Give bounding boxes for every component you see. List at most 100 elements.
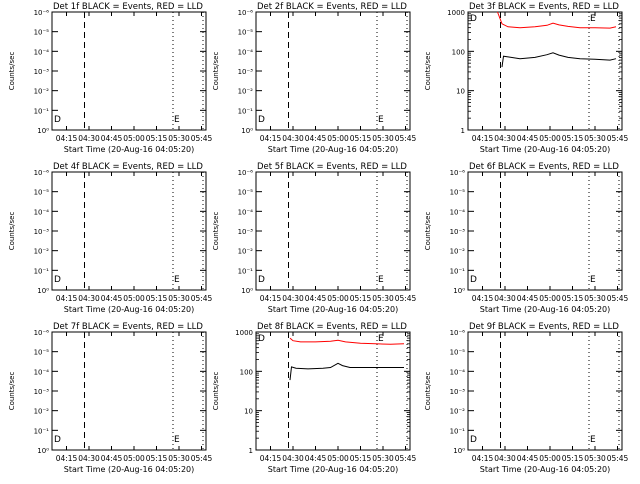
panel-det-5: Det 5f BLACK = Events, RED = LLD Counts/s… — [212, 162, 417, 314]
y-tick-label: 10⁻¹ — [450, 267, 466, 275]
panel-det-8: Det 8f BLACK = Events, RED = LLD Counts/s… — [212, 322, 417, 474]
y-tick-label: 10⁻⁶ — [34, 9, 50, 17]
y-tick-label: 10⁻³ — [34, 68, 50, 76]
panel-det-1: Det 1f BLACK = Events, RED = LLD Counts/s… — [8, 2, 213, 154]
y-tick-label: 10⁻¹ — [238, 267, 254, 275]
panel-title: Det 7f BLACK = Events, RED = LLD — [53, 322, 203, 332]
x-tick-label: 05:30 — [584, 454, 606, 463]
panel-title: Det 2f BLACK = Events, RED = LLD — [257, 2, 407, 12]
x-tick-label: 05:15 — [350, 294, 372, 303]
x-tick-label: 05:00 — [123, 454, 145, 463]
y-tick-label: 10⁻⁴ — [34, 368, 50, 376]
plot-frame — [255, 331, 411, 451]
y-tick-label: 10⁻¹ — [238, 107, 254, 115]
marker-e-label: E — [174, 275, 180, 285]
panel-det-7: Det 7f BLACK = Events, RED = LLD Counts/s… — [8, 322, 213, 474]
y-tick-label: 100 — [452, 48, 465, 56]
y-tick-label: 10⁻⁵ — [34, 189, 50, 197]
marker-d-label: D — [258, 275, 265, 285]
x-tick-label: 05:15 — [146, 134, 168, 143]
x-axis-label: Start Time (20-Aug-16 04:05:20) — [64, 465, 195, 474]
marker-d-label: D — [470, 435, 477, 445]
x-tick-label: 04:30 — [282, 294, 304, 303]
y-tick-label: 10⁻⁶ — [450, 329, 466, 337]
y-tick-label: 10⁻³ — [238, 68, 254, 76]
y-tick-label: 10⁻³ — [450, 388, 466, 396]
marker-e-label: E — [174, 115, 180, 125]
plot-frame — [467, 331, 623, 451]
x-tick-label: 04:15 — [472, 134, 494, 143]
y-tick-label: 10⁻⁶ — [34, 329, 50, 337]
y-tick-label: 10⁻⁶ — [450, 169, 466, 177]
y-tick-label: 10⁻² — [34, 88, 50, 96]
x-tick-label: 05:30 — [168, 134, 190, 143]
panel-det-3: Det 3f BLACK = Events, RED = LLD Counts/s… — [424, 2, 629, 154]
y-tick-label: 1 — [461, 127, 465, 135]
y-tick-label: 10⁰ — [241, 287, 253, 295]
y-tick-label: 10⁻¹ — [450, 427, 466, 435]
panel-det-9: Det 9f BLACK = Events, RED = LLD Counts/s… — [424, 322, 629, 474]
panel-title: Det 1f BLACK = Events, RED = LLD — [53, 2, 203, 12]
panel-title: Det 4f BLACK = Events, RED = LLD — [53, 162, 203, 172]
series-line-events — [289, 362, 404, 381]
y-tick-label: 1000 — [447, 9, 465, 17]
marker-e-label: E — [378, 275, 384, 285]
y-tick-label: 10⁻³ — [34, 228, 50, 236]
plot-frame — [467, 171, 623, 291]
y-tick-label: 10⁻⁴ — [238, 48, 254, 56]
y-tick-label: 10⁻⁴ — [450, 368, 466, 376]
x-tick-label: 04:15 — [260, 134, 282, 143]
x-tick-label: 04:15 — [56, 454, 78, 463]
y-tick-label: 10⁻⁴ — [34, 48, 50, 56]
x-tick-label: 05:15 — [350, 134, 372, 143]
marker-d-label: D — [470, 275, 477, 285]
x-tick-label: 05:00 — [539, 454, 561, 463]
x-tick-label: 05:00 — [327, 294, 349, 303]
x-tick-label: 05:00 — [539, 294, 561, 303]
y-axis-label: Counts/sec — [424, 372, 432, 411]
series-line-events — [501, 52, 617, 68]
x-tick-label: 05:00 — [327, 134, 349, 143]
y-tick-label: 10⁻⁶ — [238, 9, 254, 17]
marker-d-label: D — [258, 334, 265, 344]
series-line-lld — [497, 11, 617, 29]
y-tick-label: 10⁻⁵ — [238, 189, 254, 197]
y-tick-label: 10⁻⁵ — [34, 29, 50, 37]
x-tick-label: 05:45 — [191, 454, 213, 463]
x-tick-label: 04:30 — [78, 454, 100, 463]
marker-e-label: E — [174, 435, 180, 445]
x-tick-label: 04:45 — [517, 134, 539, 143]
marker-d-label: D — [54, 115, 61, 125]
panel-det-4: Det 4f BLACK = Events, RED = LLD Counts/s… — [8, 162, 213, 314]
x-axis-label: Start Time (20-Aug-16 04:05:20) — [480, 305, 611, 314]
x-axis-label: Start Time (20-Aug-16 04:05:20) — [480, 145, 611, 154]
plot-frame — [255, 11, 411, 131]
x-tick-label: 04:30 — [494, 294, 516, 303]
marker-e-label: E — [378, 334, 384, 344]
x-tick-label: 05:45 — [191, 134, 213, 143]
y-tick-label: 10⁰ — [37, 127, 49, 135]
x-tick-label: 05:45 — [191, 294, 213, 303]
y-tick-label: 10⁻⁴ — [238, 208, 254, 216]
x-tick-label: 04:15 — [56, 294, 78, 303]
x-tick-label: 04:30 — [282, 134, 304, 143]
x-tick-label: 05:45 — [395, 134, 417, 143]
x-tick-label: 04:30 — [78, 134, 100, 143]
x-tick-label: 05:30 — [584, 134, 606, 143]
y-tick-label: 10⁻⁵ — [34, 349, 50, 357]
y-tick-label: 100 — [240, 368, 253, 376]
x-tick-label: 04:45 — [101, 134, 123, 143]
x-tick-label: 05:45 — [607, 134, 629, 143]
y-tick-label: 10⁻⁶ — [238, 169, 254, 177]
marker-e-label: E — [590, 14, 596, 24]
panel-title: Det 6f BLACK = Events, RED = LLD — [469, 162, 619, 172]
y-tick-label: 10⁻² — [450, 248, 466, 256]
y-tick-label: 10⁻³ — [34, 388, 50, 396]
x-tick-label: 05:45 — [607, 294, 629, 303]
x-tick-label: 05:30 — [168, 454, 190, 463]
y-axis-label: Counts/sec — [8, 372, 16, 411]
x-tick-label: 05:45 — [607, 454, 629, 463]
marker-e-label: E — [378, 115, 384, 125]
x-tick-label: 04:45 — [517, 454, 539, 463]
